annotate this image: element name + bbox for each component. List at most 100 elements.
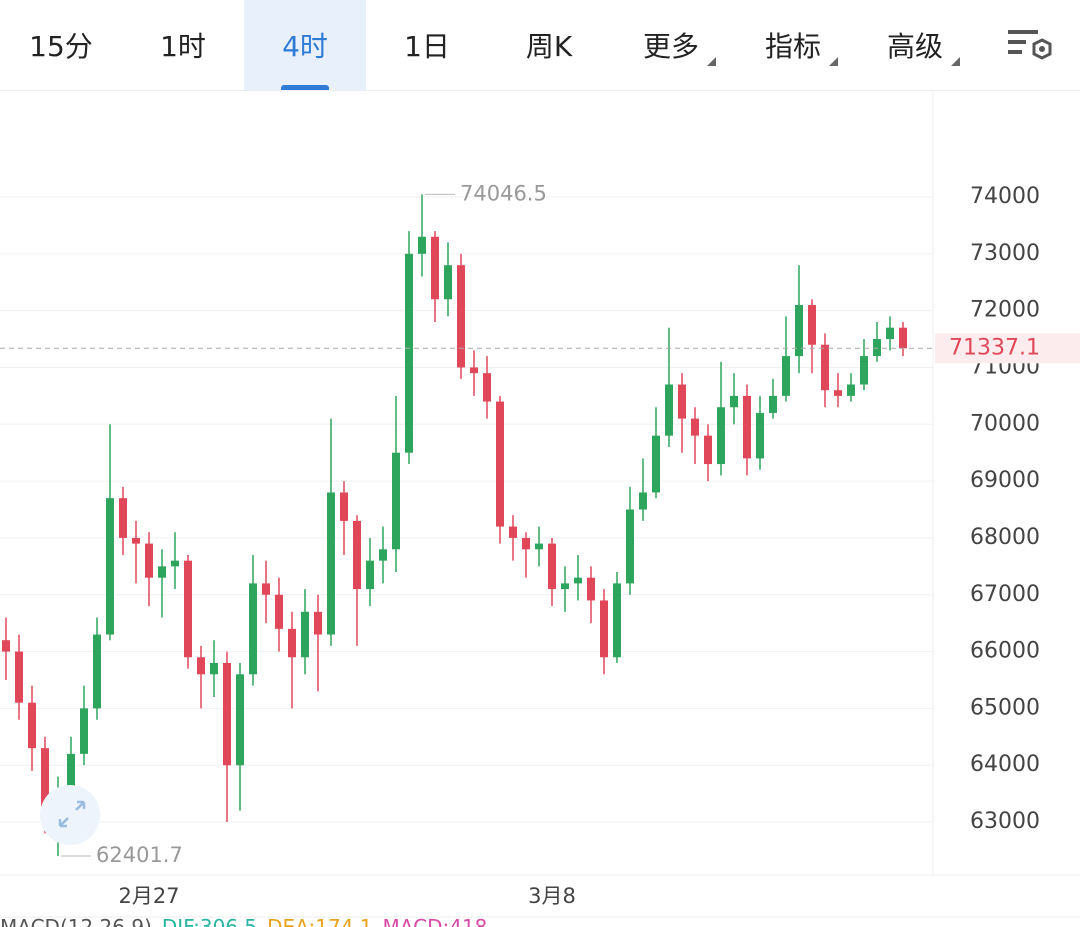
candle-body: [314, 611, 322, 635]
toolbar: 15分 1时 4时 1日 周K 更多 指标 高级: [0, 0, 1080, 91]
candle-body: [379, 549, 387, 561]
y-tick-label: 70000: [970, 411, 1040, 436]
max-label: 74046.5: [460, 181, 547, 205]
tab[interactable]: 1日: [404, 30, 450, 63]
candle-body: [93, 634, 101, 709]
candle-body: [457, 265, 465, 368]
candle-body: [847, 384, 855, 396]
candle-body: [275, 594, 283, 629]
candle-body: [613, 583, 621, 658]
candle-body: [600, 600, 608, 658]
expand-button[interactable]: [40, 785, 100, 845]
y-tick-label: 65000: [970, 695, 1040, 720]
candle-body: [730, 395, 738, 408]
x-tick-label: 3月8: [528, 884, 576, 908]
y-tick-label: 64000: [970, 752, 1040, 777]
candle-body: [639, 492, 647, 510]
candle-body: [483, 373, 491, 402]
candle-body: [743, 395, 751, 459]
last-price-box: [935, 333, 1080, 364]
candle-body: [184, 560, 192, 658]
y-tick-label: 69000: [970, 468, 1040, 493]
candle-body: [236, 674, 244, 766]
candle-body: [522, 537, 530, 550]
candle-body: [249, 583, 257, 675]
y-tick-label: 74000: [970, 184, 1040, 209]
x-tick-label: 2月27: [118, 884, 179, 908]
candle-body: [795, 304, 803, 357]
candle-body: [665, 384, 673, 436]
candle-body: [899, 327, 907, 349]
y-tick-label: 72000: [970, 298, 1040, 323]
candle-body: [327, 492, 335, 635]
dropdown-arrow: [829, 57, 838, 66]
indicator-value: DIF:306.5: [161, 915, 258, 927]
candle-body: [80, 708, 88, 754]
candle-body: [197, 657, 205, 675]
candle-body: [41, 748, 49, 817]
y-tick-label: 66000: [970, 639, 1040, 664]
candle-body: [704, 435, 712, 465]
candle-body: [873, 339, 881, 357]
tab[interactable]: 更多: [610, 0, 732, 90]
candle-body: [860, 356, 868, 385]
candle-body: [652, 435, 660, 493]
candle-body: [67, 753, 75, 800]
candle-body: [405, 253, 413, 453]
candle-body: [691, 418, 699, 436]
candle-body: [548, 543, 556, 590]
indicator-value: DEA:174.1: [267, 915, 373, 927]
candle-body: [496, 401, 504, 527]
settings-icon[interactable]: [1008, 30, 1052, 60]
candle-body: [509, 526, 517, 538]
y-tick-label: 63000: [970, 809, 1040, 834]
candle-body: [808, 304, 816, 345]
candle-body: [145, 543, 153, 578]
candle-body: [821, 344, 829, 391]
candle-body: [171, 560, 179, 567]
dropdown-arrow: [707, 57, 716, 66]
candle-body: [210, 662, 218, 675]
dropdown-arrow: [951, 57, 960, 66]
candle-body: [626, 509, 634, 584]
candle-body: [262, 583, 270, 595]
tab[interactable]: 1时: [160, 30, 206, 63]
last-price-label: 71337.1: [949, 335, 1040, 360]
candle-body: [288, 628, 296, 658]
y-tick-label: 73000: [970, 241, 1040, 266]
candle-body: [28, 702, 36, 749]
candle-body: [834, 390, 842, 396]
candle-body: [717, 407, 725, 465]
candle-body: [106, 498, 114, 635]
candle-body: [223, 662, 231, 766]
candle-body: [301, 611, 309, 658]
candle-body: [561, 583, 569, 590]
candle-body: [431, 236, 439, 300]
candle-body: [132, 537, 140, 544]
y-tick-label: 67000: [970, 582, 1040, 607]
candle-body: [15, 651, 23, 703]
tab[interactable]: 高级: [854, 0, 976, 90]
candle-body: [418, 236, 426, 254]
candle-body: [2, 640, 10, 652]
tab[interactable]: 指标: [732, 0, 854, 90]
candle-body: [782, 356, 790, 396]
candle-body: [392, 452, 400, 550]
min-label: 62401.7: [96, 843, 183, 867]
indicator-line: MACD(12,26,9) DIF:306.5 DEA:174.1 MACD:418: [0, 915, 497, 927]
candle-body: [574, 577, 582, 584]
candle-body: [340, 492, 348, 521]
tab[interactable]: 15分: [29, 30, 93, 63]
candle-body: [587, 577, 595, 601]
candle-body: [769, 395, 777, 413]
tab[interactable]: 周K: [525, 30, 573, 63]
candle-body: [366, 560, 374, 590]
y-tick-label: 68000: [970, 525, 1040, 550]
candle-body: [444, 265, 452, 300]
tab[interactable]: 4时: [244, 0, 366, 90]
candle-body: [470, 367, 478, 374]
candle-body: [119, 498, 127, 538]
candle-body: [678, 384, 686, 419]
